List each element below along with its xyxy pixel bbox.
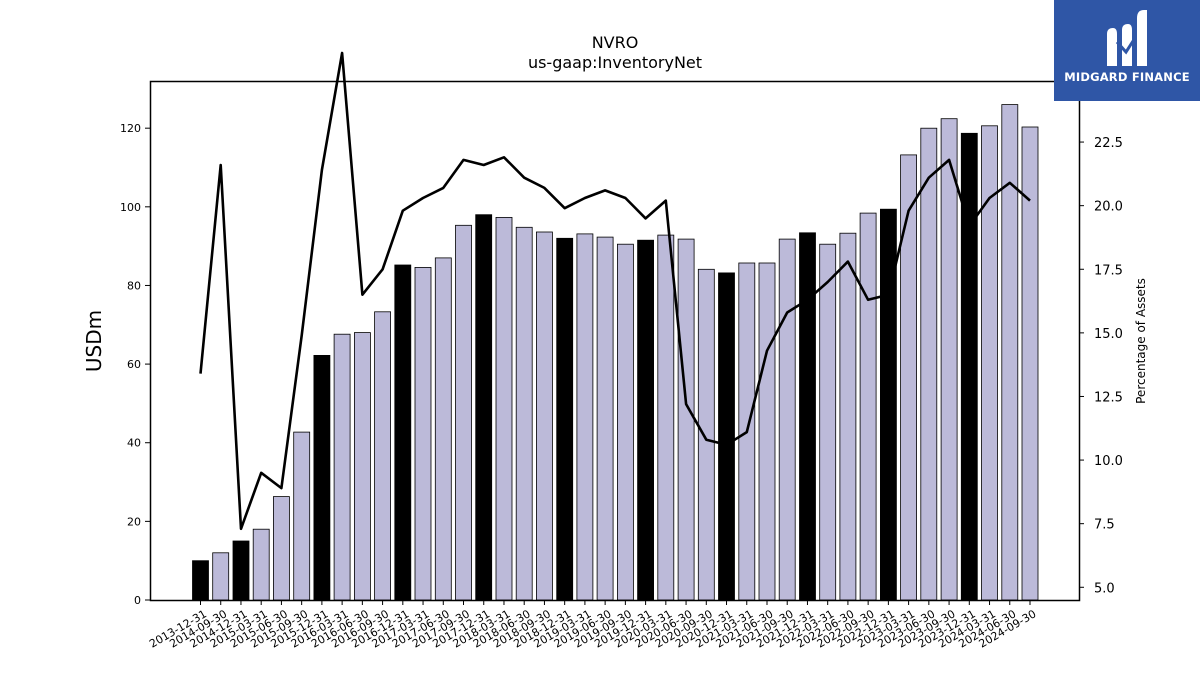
bar (920, 127, 938, 601)
plot-frame (149, 80, 1081, 602)
y-left-tick-label: 0 (134, 594, 141, 607)
bar (232, 540, 250, 601)
bar (455, 224, 472, 601)
bar (414, 266, 432, 601)
chart-subtitle: us-gaap:InventoryNet (528, 53, 702, 72)
bar (556, 237, 574, 601)
brand-logo: MIDGARD FINANCE (1054, 0, 1200, 101)
bar (192, 560, 209, 601)
bar (697, 268, 715, 601)
bar (799, 232, 816, 601)
bar (475, 214, 493, 601)
bar (839, 232, 857, 601)
bar (536, 231, 553, 601)
bar (657, 234, 675, 601)
y-right-tick-label: 5.0 (1094, 581, 1115, 596)
bar (374, 311, 392, 601)
y-right-tick-label: 10.0 (1094, 454, 1123, 469)
y-right-tick-label: 20.0 (1094, 200, 1123, 215)
y-left-tick-label: 20 (127, 515, 141, 528)
bar (252, 528, 270, 601)
bar (778, 238, 796, 601)
y-right-tick-label: 12.5 (1094, 390, 1123, 405)
y-axis-right-label: Percentage of Assets (1134, 278, 1148, 404)
y-left-tick-label: 40 (127, 437, 141, 450)
y-axis-right: 5.0 7.5 10.0 12.5 15.0 17.5 20.0 22.5 (1079, 136, 1123, 596)
bar (576, 233, 594, 601)
bar (293, 431, 311, 601)
bar (313, 354, 331, 601)
x-axis: 2013-12-312014-09-302014-12-312015-03-31… (147, 600, 1039, 651)
bar (212, 552, 230, 601)
bar (353, 332, 371, 601)
bar (617, 243, 634, 601)
y-right-tick-label: 17.5 (1094, 263, 1123, 278)
y-axis-left-label: USDm (82, 310, 106, 372)
y-axis-left: 0 20 40 60 80 100 120 (120, 122, 150, 607)
bar (333, 333, 351, 601)
bar (637, 239, 654, 601)
bar (394, 264, 412, 601)
y-right-tick-label: 22.5 (1094, 136, 1123, 151)
bar (1001, 104, 1019, 601)
bar (677, 238, 695, 601)
percentage-line (199, 51, 1031, 531)
y-right-tick-label: 7.5 (1094, 518, 1115, 533)
brand-name: MIDGARD FINANCE (1064, 70, 1190, 84)
bar (900, 154, 917, 601)
bar (434, 257, 452, 601)
y-left-tick-label: 120 (120, 122, 141, 135)
bar (272, 496, 290, 601)
chart-title: NVRO (592, 33, 639, 52)
y-right-tick-label: 15.0 (1094, 327, 1123, 342)
bar (758, 262, 776, 601)
bar (940, 118, 958, 601)
bar (596, 236, 614, 601)
bar (859, 212, 877, 601)
bars-group (192, 104, 1039, 601)
midgard-m-icon (1107, 10, 1147, 66)
bar (1021, 126, 1039, 601)
bar (819, 243, 837, 601)
bar (718, 272, 735, 601)
bar (515, 226, 533, 601)
y-left-tick-label: 60 (127, 358, 141, 371)
y-left-tick-label: 100 (120, 201, 141, 214)
line-group (199, 51, 1031, 531)
y-left-tick-label: 80 (127, 279, 141, 292)
bar (495, 216, 513, 601)
